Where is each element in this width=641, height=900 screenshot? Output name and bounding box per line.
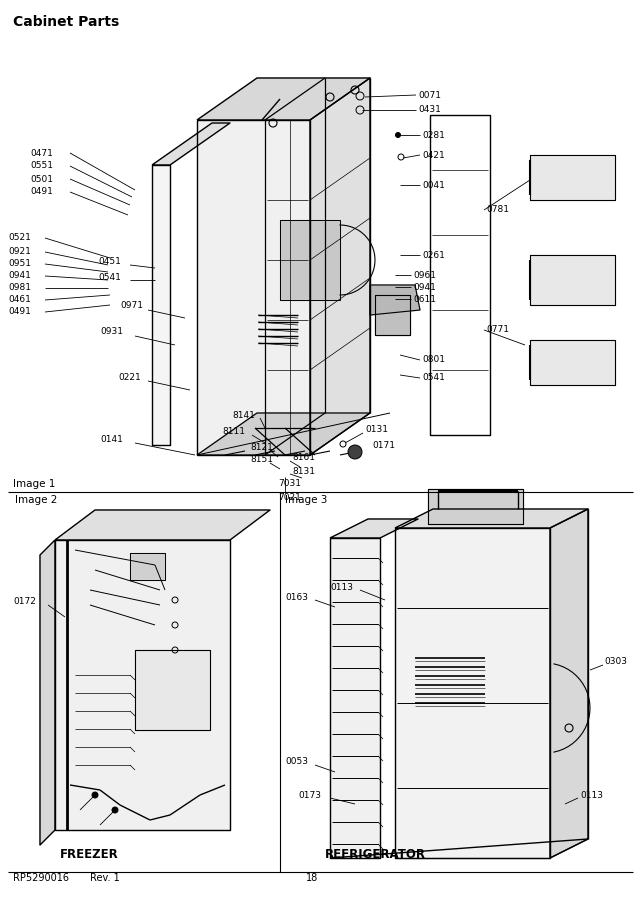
Text: 8151: 8151 (250, 455, 273, 464)
Text: 0541: 0541 (422, 374, 445, 382)
Polygon shape (330, 538, 380, 858)
Text: 0461: 0461 (8, 295, 31, 304)
Text: RP5290016: RP5290016 (13, 873, 69, 883)
Polygon shape (55, 510, 270, 540)
Text: Image 2: Image 2 (15, 495, 58, 505)
Circle shape (348, 445, 362, 459)
Text: 0281: 0281 (422, 130, 445, 140)
Text: 0173: 0173 (298, 790, 321, 799)
Polygon shape (197, 78, 370, 120)
Polygon shape (280, 220, 340, 300)
Text: 0501: 0501 (30, 175, 53, 184)
Text: Rev. 1: Rev. 1 (90, 873, 120, 883)
Polygon shape (310, 78, 370, 455)
Text: Cabinet Parts: Cabinet Parts (13, 15, 119, 29)
Text: 0801: 0801 (422, 356, 445, 364)
Text: 0921: 0921 (8, 248, 31, 256)
Text: 0221: 0221 (118, 374, 141, 382)
Polygon shape (530, 255, 615, 305)
Polygon shape (530, 155, 615, 200)
Text: Image 1: Image 1 (13, 479, 55, 489)
Polygon shape (428, 489, 523, 524)
Polygon shape (395, 528, 550, 858)
Text: 0551: 0551 (30, 161, 53, 170)
Polygon shape (130, 553, 165, 580)
Text: 0941: 0941 (413, 283, 436, 292)
Text: 0941: 0941 (8, 272, 31, 281)
Circle shape (112, 807, 118, 813)
Text: 0141: 0141 (100, 436, 123, 445)
Polygon shape (370, 285, 420, 315)
Text: 0961: 0961 (413, 271, 436, 280)
Text: 0071: 0071 (418, 91, 441, 100)
Text: 7031: 7031 (278, 480, 301, 489)
Text: 0113: 0113 (330, 582, 353, 591)
Text: 7021: 7021 (278, 492, 301, 501)
Polygon shape (55, 540, 230, 830)
Polygon shape (152, 123, 230, 165)
Circle shape (92, 792, 98, 798)
Text: 8121: 8121 (250, 443, 273, 452)
Text: 0521: 0521 (8, 233, 31, 242)
Text: 0041: 0041 (422, 181, 445, 190)
Polygon shape (197, 120, 310, 455)
Polygon shape (330, 519, 418, 538)
Text: 0451: 0451 (98, 257, 121, 266)
Text: 0781: 0781 (486, 205, 509, 214)
Text: 8161: 8161 (292, 454, 315, 463)
Text: 0611: 0611 (413, 294, 436, 303)
Text: 0491: 0491 (8, 308, 31, 317)
Text: 0771: 0771 (486, 326, 509, 335)
Polygon shape (530, 340, 615, 385)
Polygon shape (152, 165, 170, 445)
Text: 0981: 0981 (8, 284, 31, 292)
Polygon shape (135, 650, 210, 730)
Text: 0131: 0131 (365, 426, 388, 435)
Text: 0421: 0421 (422, 150, 445, 159)
Polygon shape (40, 540, 55, 845)
Polygon shape (395, 509, 588, 528)
Text: 0261: 0261 (422, 250, 445, 259)
Text: 0541: 0541 (98, 273, 121, 282)
Text: 8141: 8141 (232, 410, 255, 419)
Text: 0951: 0951 (8, 259, 31, 268)
Text: 0471: 0471 (30, 148, 53, 157)
Polygon shape (197, 413, 370, 455)
Text: 8111: 8111 (222, 428, 245, 436)
Text: 0172: 0172 (13, 598, 36, 607)
Text: 0491: 0491 (30, 187, 53, 196)
Text: 0163: 0163 (285, 592, 308, 601)
Text: 0971: 0971 (120, 301, 143, 310)
Text: 0303: 0303 (604, 658, 627, 667)
Text: 0931: 0931 (100, 328, 123, 337)
Polygon shape (550, 509, 588, 858)
Text: 8131: 8131 (292, 466, 315, 475)
Text: Image 3: Image 3 (285, 495, 328, 505)
Text: 0113: 0113 (580, 790, 603, 799)
Text: FREEZER: FREEZER (60, 848, 119, 860)
Text: 0431: 0431 (418, 105, 441, 114)
Text: REFRIGERATOR: REFRIGERATOR (325, 848, 426, 860)
Polygon shape (375, 295, 410, 335)
Text: 18: 18 (306, 873, 318, 883)
Circle shape (395, 132, 401, 138)
Text: 0053: 0053 (285, 758, 308, 767)
Text: 0171: 0171 (372, 442, 395, 451)
